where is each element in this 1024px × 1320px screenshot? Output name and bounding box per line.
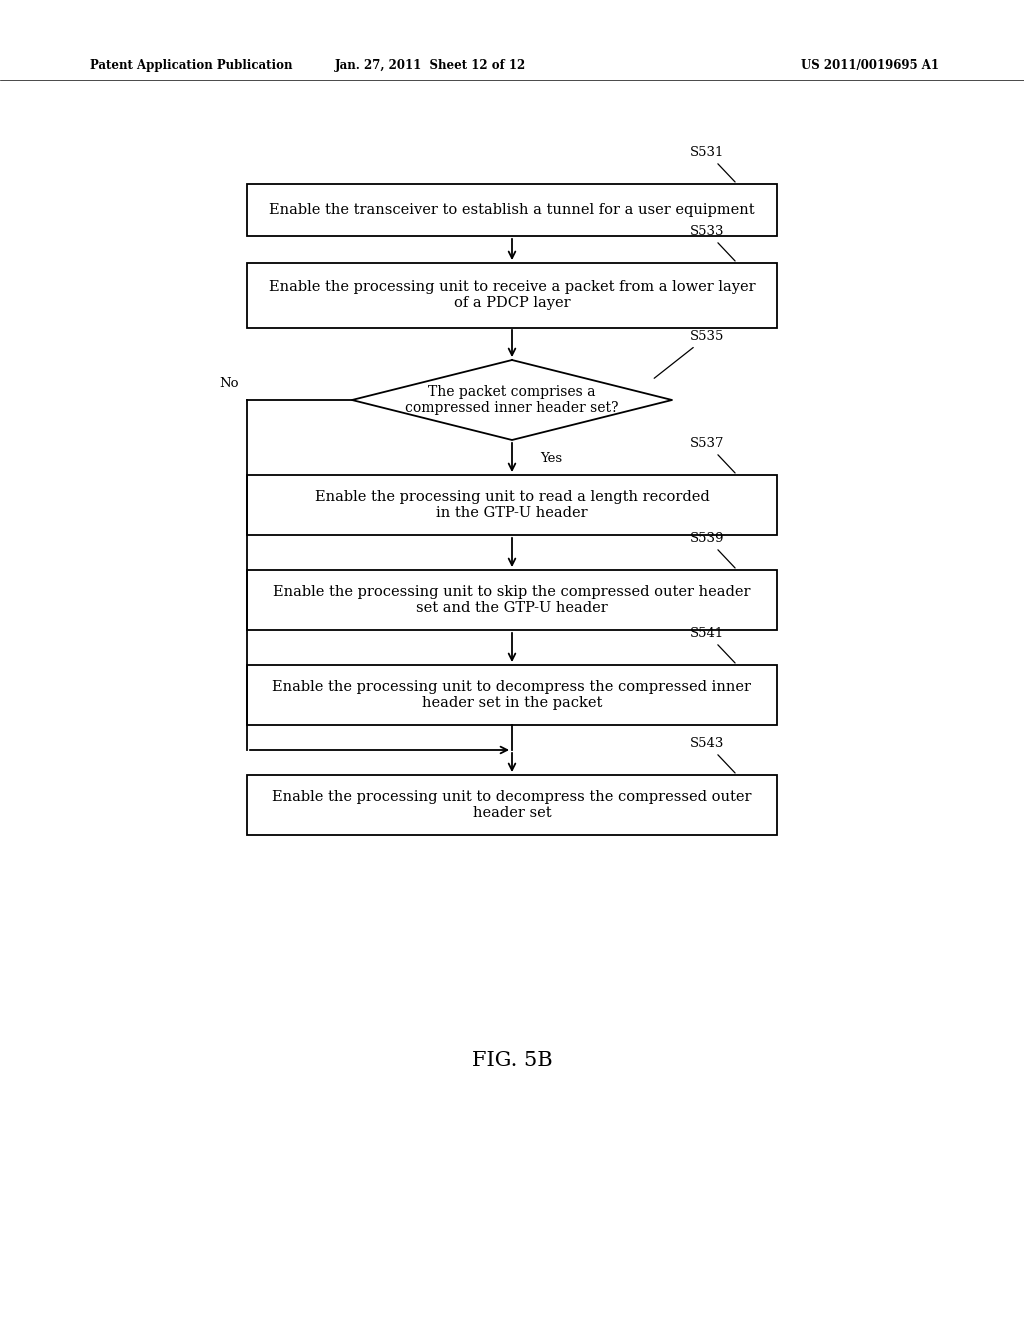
FancyBboxPatch shape <box>247 263 777 327</box>
Text: S537: S537 <box>690 437 735 473</box>
Text: S541: S541 <box>690 627 735 663</box>
Text: S535: S535 <box>654 330 724 379</box>
Text: Enable the processing unit to read a length recorded
in the GTP-U header: Enable the processing unit to read a len… <box>314 490 710 520</box>
Text: US 2011/0019695 A1: US 2011/0019695 A1 <box>801 58 939 71</box>
Text: Jan. 27, 2011  Sheet 12 of 12: Jan. 27, 2011 Sheet 12 of 12 <box>335 58 525 71</box>
Text: Patent Application Publication: Patent Application Publication <box>90 58 293 71</box>
Text: S539: S539 <box>690 532 735 568</box>
Text: Enable the processing unit to decompress the compressed outer
header set: Enable the processing unit to decompress… <box>272 789 752 820</box>
FancyBboxPatch shape <box>247 665 777 725</box>
FancyBboxPatch shape <box>247 570 777 630</box>
Polygon shape <box>352 360 672 440</box>
Text: S531: S531 <box>690 147 735 182</box>
Text: Yes: Yes <box>540 451 562 465</box>
Text: Enable the transceiver to establish a tunnel for a user equipment: Enable the transceiver to establish a tu… <box>269 203 755 216</box>
FancyBboxPatch shape <box>247 775 777 836</box>
Text: FIG. 5B: FIG. 5B <box>472 1051 552 1069</box>
FancyBboxPatch shape <box>247 183 777 236</box>
Text: No: No <box>219 378 239 389</box>
Text: Enable the processing unit to receive a packet from a lower layer
of a PDCP laye: Enable the processing unit to receive a … <box>268 280 756 310</box>
Text: The packet comprises a
compressed inner header set?: The packet comprises a compressed inner … <box>406 385 618 414</box>
FancyBboxPatch shape <box>247 475 777 535</box>
Text: Enable the processing unit to decompress the compressed inner
header set in the : Enable the processing unit to decompress… <box>272 680 752 710</box>
Text: S543: S543 <box>690 737 735 774</box>
Text: S533: S533 <box>690 224 735 261</box>
Text: Enable the processing unit to skip the compressed outer header
set and the GTP-U: Enable the processing unit to skip the c… <box>273 585 751 615</box>
